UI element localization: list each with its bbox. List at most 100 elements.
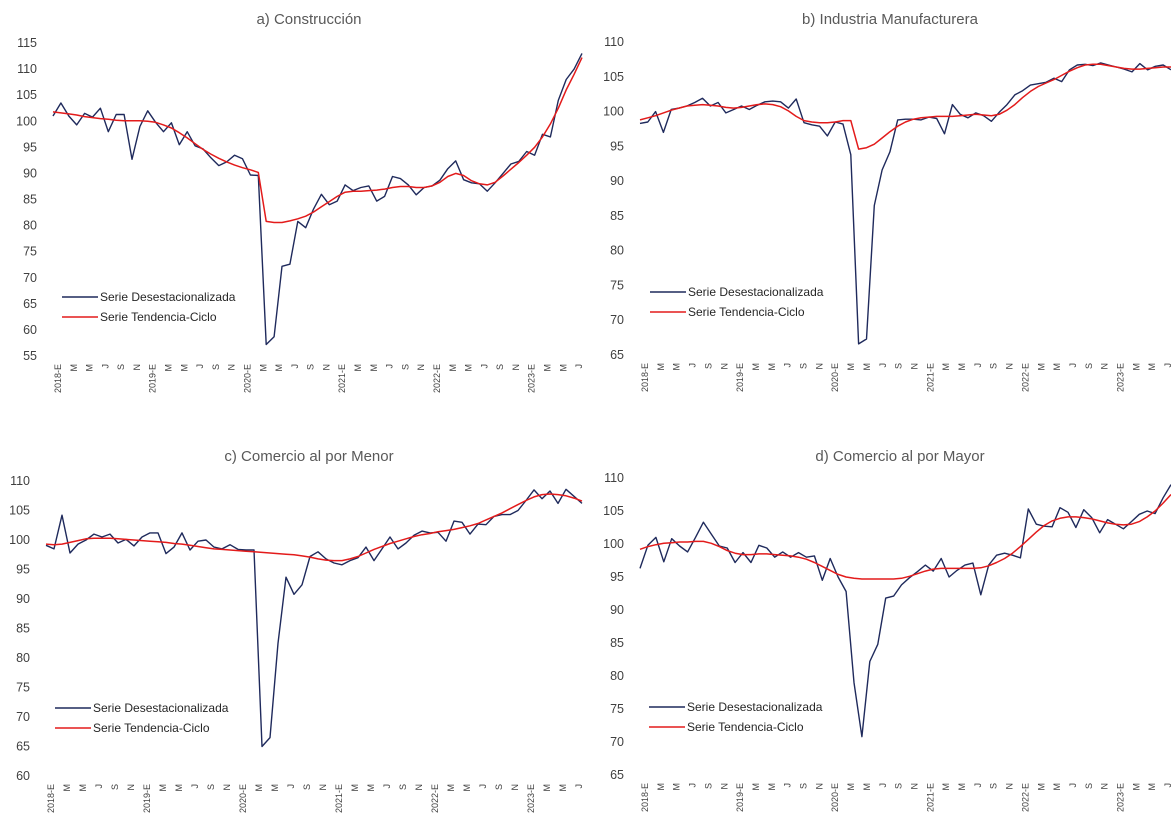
x-tick-label: 2020-E — [242, 364, 252, 393]
x-tick-label: M — [164, 364, 174, 372]
x-tick-label: 2022-E — [432, 364, 442, 393]
x-tick-label: J — [1163, 783, 1171, 788]
chart-panel-b: b) Industria Manufacturera 65 70 75 80 85 90 95… — [603, 11, 1171, 392]
series-line-desestacionalizada — [639, 62, 1171, 345]
x-tick-label: J — [574, 784, 584, 789]
y-tick-label: 90 — [23, 166, 37, 180]
series-line-tendencia-ciclo — [639, 493, 1171, 580]
x-tick-label: M — [672, 363, 682, 371]
chart-panel-a: a) Construcción 55 60 65 70 75 80 85 90 95 100 105 1… — [16, 11, 584, 393]
y-tick-label: 110 — [604, 471, 624, 485]
x-tick-label: J — [878, 783, 888, 788]
x-tick-label: J — [195, 364, 205, 369]
x-tick-label: N — [1005, 363, 1015, 370]
y-tick-label: 60 — [23, 323, 37, 337]
x-tick-label: J — [1068, 363, 1078, 368]
series-line-desestacionalizada — [639, 484, 1171, 738]
series-line-tendencia-ciclo — [639, 63, 1171, 150]
x-tick-label: M — [957, 363, 967, 371]
x-tick-label: S — [302, 784, 312, 790]
y-tick-label: 70 — [16, 710, 30, 724]
x-tick-label: S — [495, 364, 505, 370]
x-tick-label: M — [656, 363, 666, 371]
y-tick-label: 80 — [610, 669, 624, 683]
y-tick-label: 75 — [610, 278, 624, 292]
x-tick-label: S — [110, 784, 120, 790]
y-tick-label: 75 — [23, 245, 37, 259]
x-tick-label: M — [862, 363, 872, 371]
x-tick-label: 2018-E — [53, 364, 63, 393]
x-tick-label: M — [767, 783, 777, 791]
y-tick-label: 100 — [9, 533, 30, 547]
y-tick-label: 90 — [610, 174, 624, 188]
x-tick-label: 2019-E — [142, 784, 152, 813]
x-tick-label: M — [464, 364, 474, 372]
x-tick-label: 2019-E — [148, 364, 158, 393]
x-tick-label: S — [989, 363, 999, 369]
x-tick-label: S — [116, 364, 126, 370]
x-tick-label: 2022-E — [1020, 363, 1030, 392]
chart-title: c) Comercio al por Menor — [224, 448, 393, 465]
x-tick-label: S — [894, 783, 904, 789]
x-tick-label: S — [1084, 363, 1094, 369]
x-tick-label: 2023-E — [526, 784, 536, 813]
x-tick-label: S — [211, 364, 221, 370]
y-tick-label: 110 — [604, 35, 624, 49]
x-tick-label: 2020-E — [830, 783, 840, 812]
y-tick-label: 75 — [16, 681, 30, 695]
x-tick-label: M — [446, 784, 456, 792]
x-tick-label: M — [1036, 363, 1046, 371]
x-tick-label: 2020-E — [238, 784, 248, 813]
y-tick-label: 100 — [16, 114, 37, 128]
y-tick-label: 85 — [610, 209, 624, 223]
x-tick-label: M — [862, 783, 872, 791]
x-tick-label: N — [814, 783, 824, 790]
x-tick-label: M — [85, 364, 95, 372]
y-tick-label: 110 — [10, 474, 30, 488]
y-tick-label: 60 — [16, 769, 30, 783]
y-tick-label: 80 — [23, 219, 37, 233]
x-tick-label: J — [973, 363, 983, 368]
x-tick-label: M — [270, 784, 280, 792]
x-tick-label: N — [814, 363, 824, 370]
x-tick-label: M — [751, 783, 761, 791]
y-tick-label: 90 — [610, 603, 624, 617]
x-tick-label: 2018-E — [46, 784, 56, 813]
x-tick-label: S — [989, 783, 999, 789]
x-tick-label: J — [1163, 363, 1171, 368]
x-tick-label: S — [703, 783, 713, 789]
x-tick-label: N — [132, 364, 142, 371]
x-tick-label: M — [672, 783, 682, 791]
x-tick-label: 2023-E — [1116, 783, 1126, 812]
x-tick-label: N — [909, 363, 919, 370]
x-tick-label: N — [1100, 363, 1110, 370]
x-tick-label: J — [290, 364, 300, 369]
x-tick-label: M — [448, 364, 458, 372]
legend-label: Serie Desestacionalizada — [93, 701, 229, 715]
x-tick-label: S — [1084, 783, 1094, 789]
x-tick-label: J — [286, 784, 296, 789]
x-tick-label: 2023-E — [527, 364, 537, 393]
x-tick-label: M — [258, 364, 268, 372]
x-tick-label: N — [318, 784, 328, 791]
x-tick-label: S — [398, 784, 408, 790]
x-tick-label: M — [158, 784, 168, 792]
x-tick-label: M — [174, 784, 184, 792]
x-tick-label: J — [1068, 783, 1078, 788]
y-tick-label: 65 — [23, 297, 37, 311]
y-tick-label: 100 — [603, 537, 624, 551]
x-tick-label: 2021-E — [334, 784, 344, 813]
y-tick-label: 95 — [16, 563, 30, 577]
y-tick-label: 115 — [17, 36, 37, 50]
x-tick-label: 2022-E — [430, 784, 440, 813]
x-tick-label: M — [1147, 363, 1157, 371]
x-tick-label: J — [382, 784, 392, 789]
x-tick-label: M — [62, 784, 72, 792]
y-tick-label: 65 — [610, 348, 624, 362]
x-tick-label: N — [510, 784, 520, 791]
y-tick-label: 65 — [610, 768, 624, 782]
x-tick-label: M — [656, 783, 666, 791]
x-tick-label: M — [179, 364, 189, 372]
